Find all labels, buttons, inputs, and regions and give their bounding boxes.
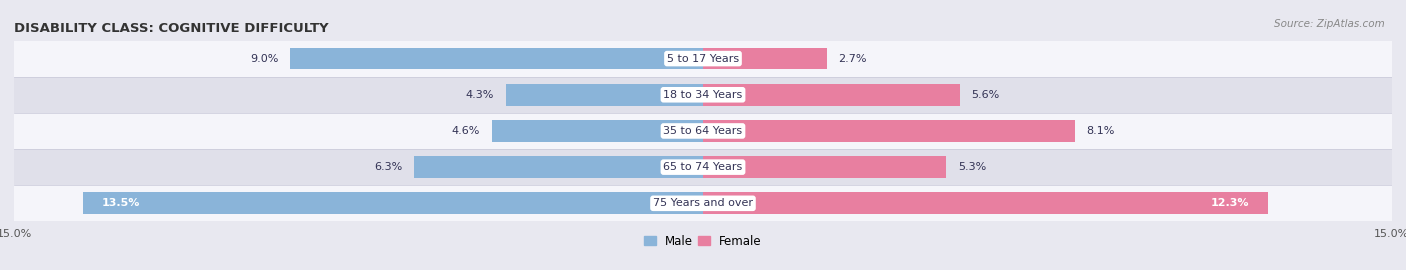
Text: 9.0%: 9.0%: [250, 53, 278, 64]
Text: 4.3%: 4.3%: [465, 90, 494, 100]
Bar: [413, 156, 703, 178]
Text: 35 to 64 Years: 35 to 64 Years: [664, 126, 742, 136]
Legend: Male, Female: Male, Female: [644, 235, 762, 248]
Bar: [703, 48, 827, 69]
Bar: [703, 84, 960, 106]
Bar: [703, 193, 1268, 214]
Bar: [703, 156, 946, 178]
Text: 18 to 34 Years: 18 to 34 Years: [664, 90, 742, 100]
Bar: [703, 120, 1076, 142]
Text: 2.7%: 2.7%: [838, 53, 868, 64]
Text: 65 to 74 Years: 65 to 74 Years: [664, 162, 742, 172]
Text: DISABILITY CLASS: COGNITIVE DIFFICULTY: DISABILITY CLASS: COGNITIVE DIFFICULTY: [14, 22, 329, 35]
Text: 5 to 17 Years: 5 to 17 Years: [666, 53, 740, 64]
Bar: [492, 120, 703, 142]
Bar: [506, 84, 703, 106]
Bar: [14, 113, 1392, 149]
Bar: [14, 149, 1392, 185]
Bar: [14, 185, 1392, 221]
Text: 4.6%: 4.6%: [451, 126, 481, 136]
Bar: [14, 77, 1392, 113]
Bar: [83, 193, 703, 214]
Text: 6.3%: 6.3%: [374, 162, 402, 172]
Text: 8.1%: 8.1%: [1087, 126, 1115, 136]
Bar: [14, 40, 1392, 77]
Text: 5.3%: 5.3%: [957, 162, 986, 172]
Text: 5.6%: 5.6%: [972, 90, 1000, 100]
Text: 13.5%: 13.5%: [101, 198, 139, 208]
Text: 75 Years and over: 75 Years and over: [652, 198, 754, 208]
Text: 12.3%: 12.3%: [1211, 198, 1250, 208]
Bar: [290, 48, 703, 69]
Text: Source: ZipAtlas.com: Source: ZipAtlas.com: [1274, 19, 1385, 29]
